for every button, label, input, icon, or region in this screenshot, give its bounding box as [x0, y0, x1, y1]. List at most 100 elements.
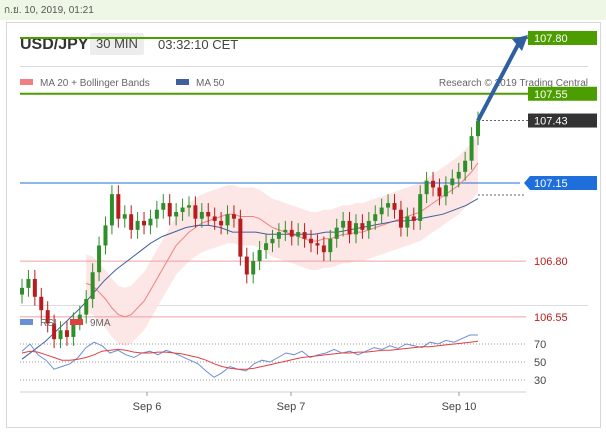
candle-body	[84, 299, 89, 315]
candle-body	[315, 243, 320, 246]
candle-body	[456, 171, 461, 179]
panel-divider	[20, 305, 588, 306]
datetime-bar: ก.ย. 10, 2019, 01:21	[0, 0, 606, 20]
candle-body	[116, 194, 121, 219]
projection-arrow	[476, 34, 528, 122]
candle-body	[450, 178, 455, 186]
candle-body	[161, 203, 166, 210]
candle-body	[212, 216, 217, 221]
rsi-tick-label: 30	[534, 375, 546, 387]
candle-body	[469, 136, 474, 161]
candle-body	[231, 214, 236, 219]
credit-label: Research © 2019 Trading Central	[439, 78, 588, 89]
candle-body	[443, 185, 448, 197]
candle-body	[270, 238, 275, 244]
rsi-tick-label: 70	[534, 339, 546, 351]
rsi-ma-line	[21, 340, 479, 370]
ma20-legend-label: MA 20 + Bollinger Bands	[40, 78, 150, 89]
ma20-legend-swatch	[20, 79, 33, 85]
rsi-ma-legend-label: 9MA	[90, 318, 111, 329]
candle-body	[302, 232, 307, 239]
ma50-legend-swatch	[176, 79, 189, 85]
rsi-panel: 70 50 30	[20, 334, 546, 387]
candle-body	[174, 212, 179, 217]
rsi-tick-label: 50	[534, 357, 546, 369]
candle-body	[257, 249, 262, 262]
candle-body	[90, 272, 95, 300]
candle-body	[424, 180, 429, 195]
level-label-106.55: 106.55	[534, 312, 568, 324]
ma50-legend-label: MA 50	[196, 78, 225, 89]
candle-body	[360, 223, 365, 230]
level-label-106.80: 106.80	[534, 256, 568, 268]
candle-body	[154, 209, 159, 219]
candle-body	[334, 227, 339, 239]
candle-body	[64, 330, 69, 337]
level-label-107.55: 107.55	[534, 89, 568, 101]
candle-body	[58, 330, 63, 340]
candle-body	[289, 229, 294, 237]
candle-body	[431, 180, 436, 188]
candle-body	[373, 214, 378, 221]
candle-body	[353, 223, 358, 235]
candle-body	[238, 218, 243, 257]
candle-body	[437, 187, 442, 197]
candle-body	[309, 238, 314, 244]
candle-body	[283, 229, 288, 233]
candle-body	[341, 220, 346, 228]
projection-arrowhead	[512, 34, 528, 51]
candle-body	[199, 212, 204, 219]
header-divider	[20, 66, 588, 67]
candle-body	[167, 203, 172, 217]
candle-body	[219, 220, 224, 226]
candle-body	[392, 203, 397, 210]
candle-body	[405, 216, 410, 228]
level-box-107.15	[524, 176, 597, 190]
level-box-107.43	[528, 113, 597, 128]
level-box-107.55	[528, 86, 597, 101]
candle-body	[52, 323, 57, 340]
candle-body	[296, 232, 301, 237]
candle-body	[321, 245, 326, 253]
candle-body	[122, 214, 127, 219]
candle-body	[32, 278, 37, 297]
candle-body	[142, 220, 147, 226]
projection-line	[476, 40, 522, 122]
candle-body	[103, 225, 108, 246]
candle-body	[476, 120, 480, 137]
candle-body	[186, 205, 191, 208]
bollinger-band-fill	[86, 133, 478, 346]
candle-body	[71, 321, 76, 337]
rsi-legend-label: RSI	[40, 318, 57, 329]
candle-body	[411, 216, 416, 221]
candle-body	[109, 194, 114, 226]
x-tick-label: Sep 6	[133, 401, 162, 413]
bollinger-band	[86, 133, 478, 346]
level-label-107.43: 107.43	[534, 116, 568, 128]
candle-body	[418, 194, 423, 221]
candle-body	[148, 218, 153, 226]
x-tick-label: Sep 7	[277, 401, 306, 413]
candle-body	[225, 214, 230, 226]
candle-body	[20, 287, 24, 295]
candle-body	[379, 207, 384, 215]
candle-body	[206, 212, 211, 217]
candle-body	[180, 207, 185, 213]
level-label-107.15: 107.15	[534, 178, 568, 190]
candle-body	[45, 310, 50, 324]
rsi-ma-legend-swatch	[70, 319, 83, 325]
price-level-labels: 107.80 107.55 107.43 107.15 106.80 106.55	[524, 30, 597, 324]
candle-body	[77, 314, 82, 322]
candle-body	[244, 256, 249, 275]
x-axis: Sep 6 Sep 7 Sep 10	[20, 391, 526, 413]
candle-body	[463, 160, 468, 172]
candle-body	[264, 243, 269, 250]
candle-body	[328, 238, 333, 253]
candlesticks	[20, 111, 480, 349]
symbol-label: USD/JPY	[20, 36, 89, 53]
candle-body	[129, 214, 134, 230]
candle-body	[135, 220, 140, 230]
candle-body	[97, 245, 102, 273]
level-label-107.80: 107.80	[534, 33, 568, 45]
